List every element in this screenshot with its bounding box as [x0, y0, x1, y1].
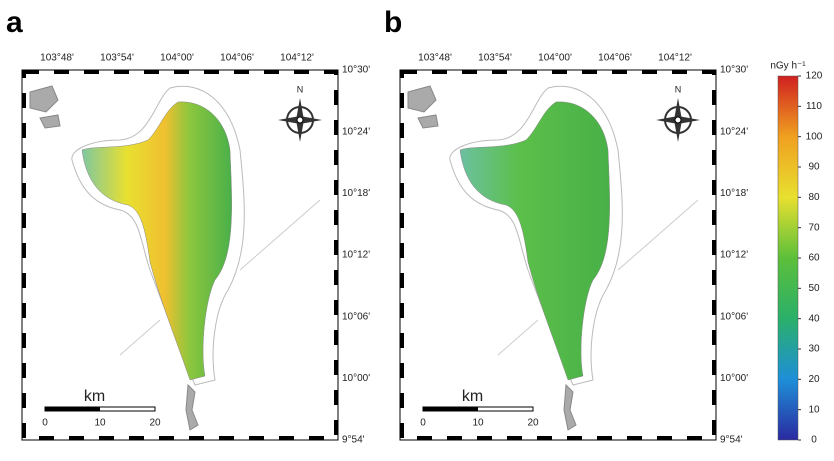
- colorbar-tick-label: 70: [808, 222, 820, 233]
- colorbar-tick-label: 50: [808, 283, 820, 294]
- scale-bar-fill: [423, 407, 478, 411]
- colorbar-tick-label: 90: [808, 162, 820, 173]
- colorbar-tick-label: 10: [808, 404, 820, 415]
- colorbar-tick-label: 110: [806, 101, 822, 112]
- colorbar-tick-label: 20: [808, 374, 820, 385]
- lon-label: 104°12': [280, 53, 314, 64]
- colorbar-label: nGy h⁻¹: [770, 61, 806, 72]
- lon-label: 104°06': [598, 53, 632, 64]
- scale-tick-label: 20: [149, 418, 161, 429]
- colorbar-tick-label: 120: [806, 71, 823, 82]
- lon-label: 103°48': [40, 53, 74, 64]
- colorbar-tick-label: 100: [806, 131, 823, 142]
- scale-bar-fill: [45, 407, 100, 411]
- lat-label: 9°54': [342, 435, 365, 446]
- scale-tick-label: 20: [527, 418, 539, 429]
- lat-label: 10°00': [720, 373, 748, 384]
- lat-label: 10°24': [342, 126, 370, 137]
- compass-north: N: [675, 84, 682, 94]
- panel-label: b: [384, 6, 402, 39]
- panel-label: a: [6, 6, 23, 39]
- colorbar-tick-label: 40: [808, 313, 820, 324]
- lon-label: 104°12': [658, 53, 692, 64]
- compass-center: [675, 117, 681, 123]
- lon-label: 104°00': [160, 53, 194, 64]
- figure: a 103°48' 103°54' 104°00' 104°06' 104°12' 10°3…: [0, 0, 834, 456]
- lat-label: 10°24': [720, 126, 748, 137]
- lat-label: 10°06': [720, 311, 748, 322]
- lon-label: 103°48': [418, 53, 452, 64]
- lon-label: 103°54': [478, 53, 512, 64]
- lat-label: 10°12': [342, 250, 370, 261]
- colorbar-tick-label: 30: [808, 344, 820, 355]
- lat-label: 10°18': [342, 188, 370, 199]
- scale-tick-label: 0: [42, 418, 48, 429]
- colorbar-tick-label: 80: [808, 192, 820, 203]
- scale-tick-label: 0: [420, 418, 426, 429]
- scale-tick-label: 10: [472, 418, 484, 429]
- lon-label: 104°00': [538, 53, 572, 64]
- scale-unit: km: [462, 388, 483, 405]
- colorbar-tick-label: 0: [811, 435, 817, 446]
- compass-center: [297, 117, 303, 123]
- lon-label: 103°54': [100, 53, 134, 64]
- scale-tick-label: 10: [94, 418, 106, 429]
- lat-label: 10°30': [342, 65, 370, 76]
- compass-north: N: [297, 84, 304, 94]
- lat-label: 10°06': [342, 311, 370, 322]
- lon-label: 104°06': [220, 53, 254, 64]
- colorbar-tick-label: 60: [808, 253, 820, 264]
- scale-unit: km: [84, 388, 105, 405]
- lat-label: 10°00': [342, 373, 370, 384]
- lat-label: 10°12': [720, 250, 748, 261]
- lat-label: 9°54': [720, 435, 743, 446]
- lat-label: 10°18': [720, 188, 748, 199]
- lat-label: 10°30': [720, 65, 748, 76]
- colorbar: [778, 76, 798, 440]
